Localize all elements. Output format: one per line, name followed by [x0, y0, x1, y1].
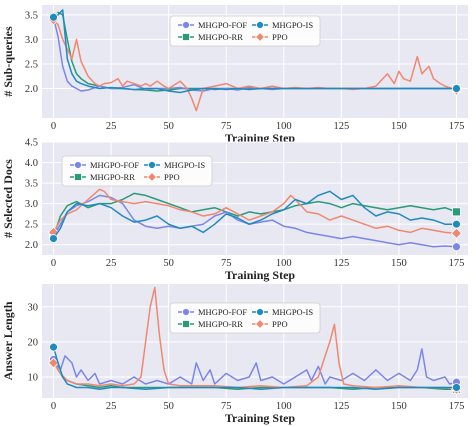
y-tick-label: 10: [28, 372, 39, 383]
chart-panel-3: 0 25 50 75 100 125 150 175 10 20 30 Training Step An…: [1, 284, 468, 425]
legend-marker: [255, 319, 265, 329]
series-line: [52, 348, 457, 385]
series-end-marker: [450, 227, 463, 239]
x-tick-label: 75: [221, 121, 232, 132]
series-line: [52, 192, 457, 237]
series-end-marker: [452, 383, 461, 392]
series-line: [53, 9, 457, 94]
legend-marker: [148, 161, 156, 169]
legend-marker: [182, 320, 190, 328]
legend-label: MHGPO-RR: [198, 32, 243, 42]
y-tick-label: 2.5: [25, 220, 38, 231]
y-tick-label: 4.0: [25, 158, 38, 169]
legend-marker: [182, 33, 190, 41]
series-line: [52, 188, 457, 234]
x-tick-label: 100: [276, 258, 292, 269]
legend: MHGPO-FOF MHGPO-IS MHGPO-RR PPO: [61, 155, 213, 187]
chart-panel-1: 0 25 50 75 100 125 150 1752.02.53.03.5Training …: [1, 5, 468, 145]
legend-label: MHGPO-RR: [90, 172, 135, 182]
series-line: [52, 346, 457, 390]
x-tick-label: 150: [391, 258, 407, 269]
x-tick-label: 0: [51, 401, 56, 412]
legend-marker: [256, 21, 264, 29]
legend-marker: [255, 32, 265, 42]
x-tick-label: 100: [276, 401, 292, 412]
x-tick-label: 150: [391, 121, 407, 132]
x-tick-label: 25: [106, 121, 117, 132]
x-tick-label: 0: [51, 258, 56, 269]
x-axis-label: Training Step: [225, 268, 295, 282]
legend-label: MHGPO-RR: [198, 319, 243, 329]
x-tick-label: 50: [163, 401, 174, 412]
legend-label: MHGPO-IS: [272, 20, 313, 30]
x-tick-label: 175: [449, 121, 465, 132]
y-tick-label: 3.5: [25, 10, 38, 21]
y-axis-label: # Sub-queries: [1, 26, 15, 97]
legend-marker: [256, 308, 264, 316]
series-line: [52, 286, 457, 390]
chart-panel-2: 0 25 50 75 100 125 150 175 2.0 2.5 3.0 3.5 4.0 4.5 Tra…: [1, 138, 468, 282]
y-tick-label: 3.0: [25, 35, 38, 46]
y-axis-label: # Selected Docs: [1, 159, 15, 238]
series-mhgpo-is: [49, 342, 461, 392]
legend-label: MHGPO-FOF: [90, 160, 139, 170]
x-tick-label: 150: [391, 401, 407, 412]
x-tick-label: 50: [163, 258, 174, 269]
x-tick-label: 50: [163, 121, 174, 132]
x-tick-label: 125: [333, 258, 349, 269]
x-tick-label: 175: [449, 401, 465, 412]
legend-label: MHGPO-FOF: [198, 307, 247, 317]
legend-box: [169, 15, 321, 47]
legend-marker: [182, 308, 190, 316]
y-tick-label: 20: [28, 337, 39, 348]
legend-marker: [147, 172, 157, 182]
series-mhgpo-is: [49, 9, 461, 94]
grid: [42, 284, 468, 398]
x-axis-label: Training Step: [225, 411, 295, 425]
series-start-marker: [49, 12, 58, 22]
series-end-marker: [452, 84, 461, 93]
x-tick-label: 125: [333, 401, 349, 412]
series-end-marker: [452, 207, 461, 217]
legend-label: PPO: [272, 319, 288, 329]
plot-area: [42, 284, 468, 398]
legend-box: [169, 302, 321, 334]
y-axis-label: Answer Length: [1, 301, 15, 380]
legend-label: MHGPO-FOF: [198, 20, 247, 30]
legend-label: PPO: [272, 32, 288, 42]
legend-label: MHGPO-IS: [164, 160, 205, 170]
legend-marker: [182, 21, 190, 29]
legend: MHGPO-FOF MHGPO-IS MHGPO-RR PPO: [169, 302, 321, 334]
y-tick-label: 2.5: [25, 59, 38, 70]
x-tick-label: 25: [106, 258, 117, 269]
legend-label: MHGPO-IS: [272, 307, 313, 317]
y-tick-label: 2.0: [25, 240, 38, 251]
legend-label: PPO: [164, 172, 180, 182]
x-tick-label: 175: [449, 258, 465, 269]
x-tick-label: 125: [333, 121, 349, 132]
y-tick-label: 30: [28, 302, 39, 313]
legend-marker: [74, 173, 82, 181]
x-tick-label: 75: [221, 258, 232, 269]
legend: MHGPO-FOF MHGPO-IS MHGPO-RR PPO: [169, 15, 321, 47]
series-line: [52, 190, 457, 240]
y-tick-label: 3.0: [25, 199, 38, 210]
series-end-marker: [452, 219, 461, 229]
series-start-marker: [49, 342, 58, 352]
x-tick-label: 75: [221, 401, 232, 412]
legend-box: [61, 155, 213, 187]
series-line: [52, 19, 457, 112]
x-tick-label: 0: [51, 121, 56, 132]
y-tick-label: 2.0: [25, 84, 38, 95]
series-mhgpo-is: [49, 190, 461, 243]
y-tick-label: 3.5: [25, 179, 38, 190]
series-end-marker: [452, 242, 461, 252]
y-tick-label: 4.5: [25, 138, 38, 149]
legend-marker: [74, 161, 82, 169]
x-tick-label: 25: [106, 401, 117, 412]
series-start-marker: [49, 234, 58, 243]
x-tick-label: 100: [276, 121, 292, 132]
